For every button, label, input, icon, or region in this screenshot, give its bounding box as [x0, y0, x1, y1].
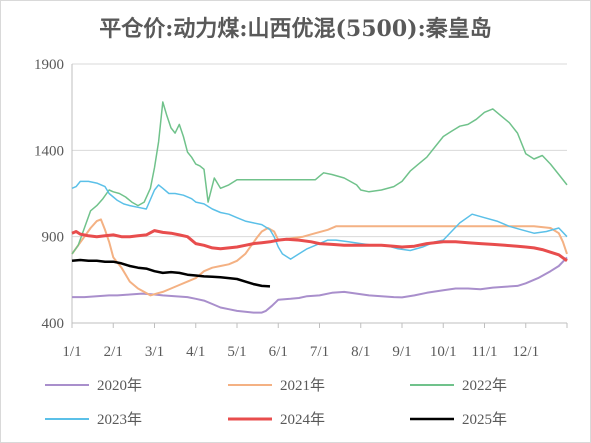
x-tick-label: 4/1 [186, 344, 205, 360]
legend-label: 2025年 [462, 411, 507, 428]
tick-labels: 400 900 1400 1900 1/1 2/1 3/1 4/1 5/1 6/1 7/1 8/1 9/… [34, 57, 539, 360]
x-tick-label: 5/1 [227, 344, 246, 360]
legend-label: 2023年 [97, 411, 142, 428]
x-tick-label: 10/1 [430, 344, 457, 360]
legend-label: 2020年 [97, 377, 142, 394]
y-tick-label: 900 [42, 230, 65, 246]
y-tick-label: 1900 [34, 57, 64, 73]
chart-title: 平仓价:动力煤:山西优混(5500):秦皇岛 [99, 16, 491, 42]
series-line-2 [71, 101, 568, 255]
x-tick-label: 11/1 [471, 344, 497, 360]
x-tick-label: 3/1 [145, 344, 164, 360]
series-line-4 [71, 229, 568, 263]
x-tick-label: 12/1 [512, 344, 539, 360]
legend: 2020年 2021年 2022年 2023年 2024年 2025年 [45, 377, 507, 428]
series-group [71, 101, 568, 314]
series-line-5 [71, 258, 271, 288]
legend-label: 2021年 [280, 377, 325, 394]
y-tick-label: 1400 [34, 143, 64, 159]
y-tick-label: 400 [42, 316, 65, 332]
x-tick-label: 8/1 [351, 344, 370, 360]
series-line-3 [71, 180, 568, 260]
x-tick-label: 2/1 [104, 344, 123, 360]
x-tick-label: 9/1 [392, 344, 411, 360]
axes [71, 64, 568, 328]
x-tick-label: 1/1 [62, 344, 81, 360]
series-line-0 [72, 256, 568, 314]
x-tick-label: 6/1 [269, 344, 288, 360]
legend-label: 2024年 [280, 411, 325, 428]
legend-label: 2022年 [462, 377, 507, 394]
x-tick-label: 7/1 [310, 344, 329, 360]
